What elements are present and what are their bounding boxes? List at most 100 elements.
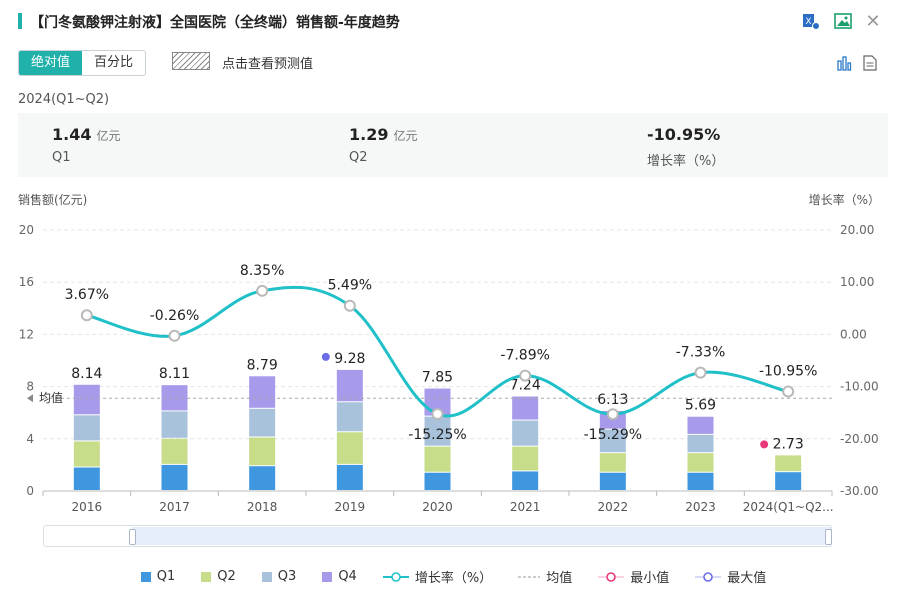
q1-value: 1.44	[52, 125, 92, 144]
bar-q4	[249, 376, 276, 408]
bar-q3	[249, 408, 276, 437]
growth-label: -10.95%	[759, 364, 817, 380]
legend-label-average: 均值	[546, 571, 573, 586]
legend-label-min: 最小值	[630, 571, 670, 586]
legend-marker-max	[695, 571, 722, 582]
x-tick-label: 2021	[510, 500, 541, 514]
chart-canvas: 0 4 8 12 16 20 -30.00 -20.00 -10.00 0.00 10.00 20.0…	[19, 223, 879, 514]
percent-tab[interactable]: 百分比	[94, 55, 134, 70]
legend-label-q4: Q4	[338, 569, 357, 584]
legend-swatch-q1	[140, 571, 151, 582]
range-handle-right[interactable]	[825, 529, 832, 545]
bar-q1	[73, 467, 100, 490]
growth-label: -15.29%	[584, 427, 642, 443]
bar-total-label: 5.69	[685, 398, 716, 414]
y-tick-label: 16	[19, 275, 34, 289]
bar-total-label: 2.73	[773, 436, 804, 452]
legend-label-q1: Q1	[156, 569, 176, 584]
bar-total-label: 6.13	[597, 392, 628, 408]
forecast-hatch-icon[interactable]	[172, 52, 210, 70]
period-label: 2024(Q1~Q2)	[18, 92, 110, 107]
bar-q2	[73, 441, 100, 467]
bar-total-label: 8.79	[247, 357, 278, 373]
q1-label: Q1	[52, 150, 71, 165]
document-icon[interactable]	[859, 52, 881, 74]
growth-point	[519, 369, 532, 382]
growth-point	[168, 329, 181, 342]
excel-export-icon[interactable]: X	[800, 10, 822, 32]
bar-chart-icon[interactable]	[833, 52, 855, 74]
title-accent-bar	[18, 13, 22, 29]
y2-tick-label: 0.00	[840, 327, 867, 341]
growth-label: 3.67%	[65, 287, 109, 303]
legend-item-min[interactable]: 最小值	[598, 567, 669, 586]
y2-tick-label: -20.00	[840, 432, 879, 446]
legend-item-growth[interactable]: 增长率（%）	[382, 567, 492, 586]
legend-item-q4[interactable]: Q4	[322, 567, 357, 586]
y2-tick-label: -30.00	[840, 484, 879, 498]
x-tick-label: 2024(Q1~Q2...	[743, 500, 834, 514]
q1-summary: 1.44 亿元 Q1	[52, 125, 121, 165]
y2-axis-title: 增长率（%）	[808, 193, 880, 207]
svg-text:X: X	[805, 17, 811, 27]
q2-unit: 亿元	[393, 129, 418, 143]
legend-swatch-q2	[201, 571, 212, 582]
y2-tick-label: 20.00	[840, 223, 874, 237]
bar-q2	[775, 455, 802, 472]
y-tick-label: 20	[19, 223, 34, 237]
bar-q4	[512, 396, 539, 420]
legend-item-q3[interactable]: Q3	[261, 567, 296, 586]
bar-q3	[161, 411, 188, 438]
growth-point	[80, 309, 93, 322]
bar-q1	[775, 472, 802, 490]
legend-item-average[interactable]: 均值	[518, 567, 572, 586]
bar-q3	[687, 434, 714, 453]
growth-point	[606, 408, 619, 421]
range-slider-selection[interactable]	[132, 527, 831, 545]
y-tick-label: 8	[26, 380, 34, 394]
bar-q3	[336, 402, 363, 432]
growth-point	[256, 284, 269, 297]
range-handle-left[interactable]	[129, 529, 136, 545]
excel-icon-graphic: X	[803, 14, 820, 30]
bar-q2	[687, 453, 714, 472]
legend-swatch-q3	[261, 571, 272, 582]
image-icon-graphic	[834, 13, 852, 29]
growth-point	[782, 385, 795, 398]
absolute-value-tab[interactable]: 绝对值	[19, 51, 83, 75]
growth-label: -7.89%	[500, 348, 550, 364]
x-tick-label: 2023	[685, 500, 716, 514]
bar-q3	[512, 420, 539, 446]
range-slider[interactable]	[43, 525, 832, 547]
bar-q3	[424, 416, 451, 446]
image-export-icon[interactable]	[832, 10, 854, 32]
legend-item-q2[interactable]: Q2	[201, 567, 236, 586]
growth-point	[694, 366, 707, 379]
growth-label: 8.35%	[240, 263, 284, 279]
bar-q3	[73, 415, 100, 441]
growth-point	[343, 299, 356, 312]
growth-label: 5.49%	[328, 278, 372, 294]
legend-line-growth	[382, 571, 409, 582]
legend-item-q1[interactable]: Q1	[140, 567, 176, 586]
y2-tick-label: 10.00	[840, 275, 874, 289]
y-tick-label: 4	[26, 432, 34, 446]
min-value-marker	[760, 440, 769, 449]
close-icon[interactable]: ✕	[865, 10, 881, 32]
average-label: 均值	[39, 390, 63, 405]
forecast-label[interactable]: 点击查看预测值	[222, 57, 314, 72]
chart-title: 【门冬氨酸钾注射液】全国医院（全终端）销售额-年度趋势	[30, 15, 400, 31]
legend-line-average	[518, 576, 541, 577]
growth-label: 增长率（%）	[647, 154, 725, 169]
legend-label-q2: Q2	[217, 569, 236, 584]
q2-label: Q2	[349, 150, 368, 165]
chart-legend: Q1 Q2 Q3 Q4 增长率（%） 均值 最小值 最大值	[0, 567, 907, 586]
bar-q1	[687, 472, 714, 490]
q2-summary: 1.29 亿元 Q2	[349, 125, 418, 165]
legend-item-max[interactable]: 最大值	[695, 567, 766, 586]
y-axis-title: 销售额(亿元)	[18, 193, 88, 207]
summary-panel: 1.44 亿元 Q1 1.29 亿元 Q2 -10.95% 增长率（%）	[18, 113, 888, 177]
bar-q4	[73, 384, 100, 415]
growth-summary: -10.95% 增长率（%）	[647, 125, 724, 169]
x-tick-label: 2017	[159, 500, 190, 514]
